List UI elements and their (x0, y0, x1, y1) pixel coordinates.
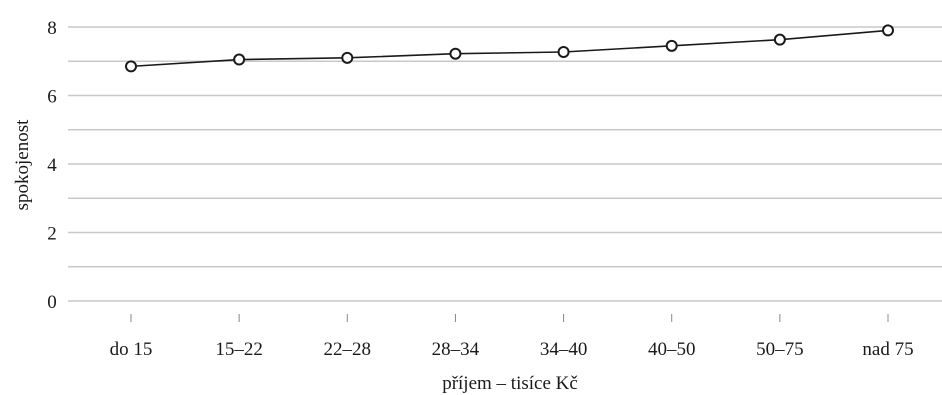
y-tick-label: 8 (47, 18, 57, 39)
x-axis-label: příjem – tisíce Kč (442, 373, 578, 394)
y-tick-label: 4 (47, 155, 57, 176)
x-tick-label: 28–34 (432, 339, 480, 360)
y-tick-label: 0 (47, 292, 57, 313)
x-tick-label: do 15 (110, 339, 153, 360)
grid-lines (68, 26, 942, 302)
data-point (233, 53, 246, 66)
x-tick-label: 34–40 (540, 339, 588, 360)
y-tick-label: 2 (47, 224, 57, 245)
series-line (130, 29, 889, 68)
x-tick-label: 40–50 (648, 339, 696, 360)
x-tick-label: nad 75 (862, 339, 913, 360)
x-tick-label: 15–22 (215, 339, 263, 360)
y-axis-label: spokojenost (12, 119, 33, 211)
data-point (882, 24, 894, 37)
data-point (341, 51, 354, 64)
y-tick-labels: 0 2 4 6 8 (47, 18, 57, 313)
x-tick-label: 50–75 (756, 339, 804, 360)
data-point (665, 39, 678, 52)
data-point (557, 46, 570, 59)
data-point (449, 47, 462, 60)
data-point (125, 60, 137, 73)
data-point (773, 33, 786, 46)
x-tick-labels: do 15 15–22 22–28 28–34 34–40 40–50 50–75 nad 7… (110, 314, 914, 360)
x-tick-label: 22–28 (324, 339, 372, 360)
series-group (125, 24, 894, 73)
y-tick-label: 6 (47, 87, 57, 108)
